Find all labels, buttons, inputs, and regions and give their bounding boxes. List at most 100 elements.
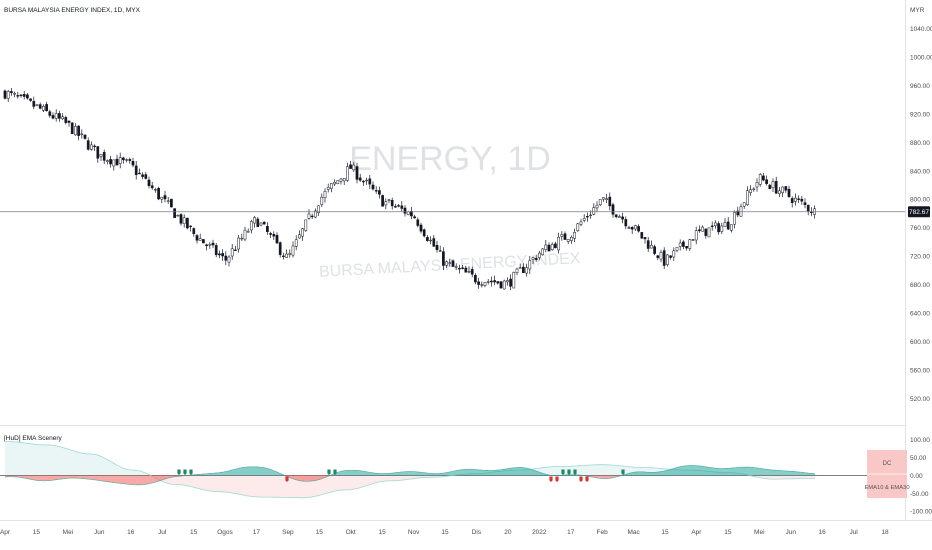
candle-down: [403, 207, 407, 214]
time-tick-label: Ogos: [217, 529, 233, 536]
candle-down: [211, 242, 215, 246]
candle-down: [461, 267, 464, 269]
candle-down: [173, 208, 176, 218]
candle-down: [157, 188, 160, 200]
candle-down: [765, 179, 768, 184]
last-price-badge: [908, 206, 930, 218]
candle-down: [774, 180, 778, 194]
candle-up: [406, 211, 410, 215]
candle-down: [134, 165, 138, 175]
candle-up: [518, 267, 522, 269]
candle-up: [688, 239, 692, 249]
signal-up-marker: [567, 469, 571, 475]
slow-area-positive: [5, 441, 815, 476]
candle-up: [541, 248, 544, 256]
candle-up: [106, 160, 109, 162]
candle-up: [387, 199, 391, 201]
time-tick-label: 16: [818, 529, 826, 536]
candle-up: [557, 236, 560, 251]
candle-up: [237, 237, 240, 250]
candle-down: [493, 280, 496, 283]
signal-up-marker: [177, 469, 181, 475]
last-price-value: 782.67: [909, 209, 929, 216]
candle-down: [477, 281, 480, 285]
candle-down: [474, 275, 477, 283]
time-tick-label: Apr: [0, 529, 11, 536]
time-tick-label: Feb: [596, 529, 608, 536]
price-tick-label: 800.00: [910, 197, 930, 204]
candle-down: [77, 125, 80, 136]
candle-up: [246, 231, 250, 233]
candle-up: [467, 271, 471, 273]
time-tick-label: Jul: [158, 529, 167, 536]
time-tick-label: 20: [504, 529, 512, 536]
candle-up: [701, 226, 704, 232]
candle-down: [86, 140, 90, 150]
candle-down: [621, 216, 624, 220]
candle-up: [112, 159, 116, 167]
candle-up: [118, 157, 122, 164]
candle-down: [787, 188, 791, 197]
time-axis[interactable]: Apr 15 Mei Jun 16 Jul 15 Ogos 17 Sep 15 Okt 15 Nov 15 D…: [0, 529, 889, 536]
time-tick-label: 16: [127, 529, 135, 536]
time-tick-label: 17: [253, 529, 261, 536]
candle-up: [288, 253, 292, 255]
price-tick-label: 760.00: [910, 225, 930, 232]
candle-up: [746, 190, 749, 205]
candle-down: [96, 146, 100, 159]
candle-down: [131, 161, 135, 166]
signal-down-marker: [585, 476, 589, 482]
currency-label: MYR: [910, 7, 925, 14]
indicator-title: [HuD] EMA Scenery: [4, 435, 63, 442]
signal-down-marker: [555, 476, 559, 482]
candle-up: [294, 239, 298, 247]
candle-down: [685, 246, 688, 249]
candle-down: [464, 267, 468, 273]
time-tick-label: Okt: [346, 529, 356, 536]
chart-title: BURSA MALAYSIA ENERGY INDEX, 1D, MYX: [4, 7, 141, 14]
candle-down: [214, 245, 218, 256]
candle-up: [618, 216, 621, 218]
price-tick-label: 720.00: [910, 254, 930, 261]
candle-down: [349, 164, 352, 169]
indicator-axis[interactable]: 100.00 50.00 0.00 -50.00 -100.00: [910, 437, 932, 516]
candle-up: [506, 280, 509, 283]
candle-down: [141, 174, 144, 177]
price-axis[interactable]: 1040.00 1000.00 960.00 920.00 880.00 840.00 80…: [910, 26, 932, 403]
candle-up: [125, 159, 128, 161]
candle-up: [598, 199, 602, 206]
price-tick-label: 560.00: [910, 368, 930, 375]
candle-up: [720, 225, 724, 232]
legend-ema-label: EMA10 & EMA30: [864, 485, 909, 491]
candle-down: [122, 157, 125, 161]
candle-up: [454, 266, 458, 268]
candle-down: [669, 255, 672, 258]
candle-up: [336, 180, 340, 184]
candle-down: [662, 250, 666, 266]
candle-down: [547, 244, 551, 252]
candle-up: [525, 267, 528, 274]
candle-down: [102, 152, 106, 161]
time-tick-label: 18: [881, 529, 889, 536]
candle-up: [326, 187, 330, 190]
candle-down: [394, 206, 397, 208]
candle-up: [512, 272, 516, 289]
candle-down: [710, 225, 714, 228]
candle-down: [646, 240, 650, 249]
candle-up: [160, 196, 164, 200]
candle-down: [768, 184, 772, 190]
candle-down: [179, 214, 183, 224]
candle-up: [573, 232, 576, 239]
time-tick-label: Jun: [94, 529, 105, 536]
candle-down: [67, 120, 71, 123]
fast-ema-line: [4, 465, 816, 486]
candle-up: [528, 260, 532, 270]
candle-up: [781, 186, 784, 193]
candle-down: [275, 234, 279, 244]
candle-up: [483, 282, 487, 286]
legend-dc-label: DC: [883, 461, 892, 467]
candle-up: [285, 253, 288, 258]
time-tick-label: 2022: [532, 529, 547, 536]
candle-down: [726, 221, 730, 230]
